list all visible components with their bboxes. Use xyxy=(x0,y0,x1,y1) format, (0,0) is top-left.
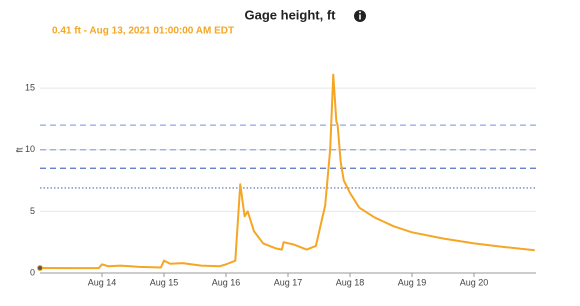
y-axis-label: ft xyxy=(14,147,24,153)
chart-title: Gage height, ft xyxy=(245,7,337,22)
y-tick-label: 5 xyxy=(30,206,35,216)
info-icon[interactable] xyxy=(354,10,366,22)
y-tick-label: 15 xyxy=(25,83,35,93)
x-tick-label: Aug 20 xyxy=(460,277,489,287)
current-point xyxy=(37,264,43,271)
x-tick-label: Aug 15 xyxy=(150,277,179,287)
x-tick-label: Aug 17 xyxy=(274,277,303,287)
y-tick-label: 0 xyxy=(30,267,35,277)
data-line xyxy=(39,73,535,270)
x-tick-label: Aug 16 xyxy=(212,277,241,287)
x-tick-label: Aug 19 xyxy=(398,277,427,287)
x-tick-label: Aug 18 xyxy=(336,277,365,287)
y-tick-label: 10 xyxy=(25,144,35,154)
subtitle: 0.41 ft - Aug 13, 2021 01:00:00 AM EDT xyxy=(52,26,234,37)
x-tick-label: Aug 14 xyxy=(88,277,117,287)
